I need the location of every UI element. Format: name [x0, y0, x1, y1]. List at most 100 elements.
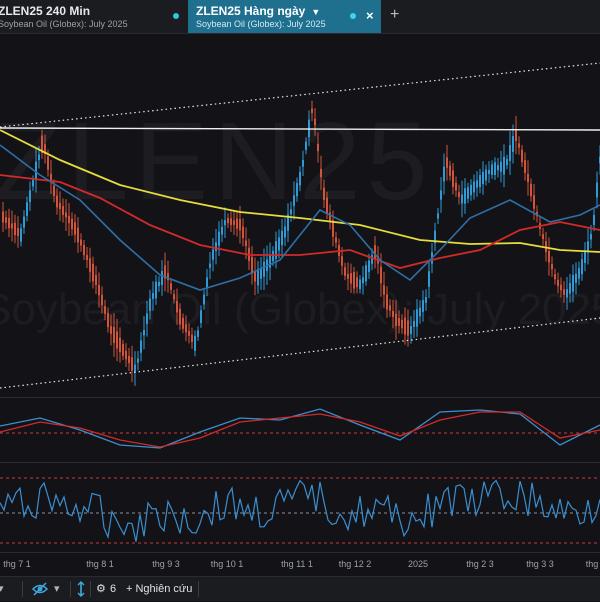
candle-body: [176, 300, 178, 313]
caret-down-icon[interactable]: ▼: [311, 7, 321, 17]
candle-body: [131, 357, 133, 371]
candle-body: [365, 265, 367, 282]
tab-240-min[interactable]: ZLEN25 240 Min Soybean Oil (Globex): Jul…: [0, 0, 170, 33]
vertical-line-icon[interactable]: [76, 581, 86, 597]
candle-body: [401, 319, 403, 329]
chevron-down-icon[interactable]: ▾: [54, 583, 60, 595]
candle-body: [566, 289, 568, 298]
x-axis-label: thg: [585, 559, 599, 569]
candle-body: [242, 226, 244, 239]
tab-title: ZLEN25 Hàng ngày: [196, 4, 306, 18]
panel-divider: [0, 552, 600, 553]
candle-body: [41, 135, 43, 154]
candle-body: [593, 215, 595, 225]
candle-body: [584, 250, 586, 263]
candle-body: [512, 136, 514, 152]
candle-body: [38, 154, 40, 161]
gear-icon[interactable]: ⚙: [96, 583, 106, 595]
x-axis-label: thg 7 1: [3, 559, 31, 569]
tab-daily[interactable]: ZLEN25 Hàng ngày ▼ Soybean Oil (Globex): …: [188, 0, 381, 33]
candle-body: [461, 194, 463, 204]
candle-body: [83, 244, 85, 256]
candle-body: [8, 217, 10, 229]
candle-body: [353, 272, 355, 289]
panel-divider[interactable]: [0, 397, 600, 398]
x-axis-label: thg 10 1: [210, 559, 244, 569]
candle-body: [515, 129, 517, 141]
candle-body: [506, 158, 508, 166]
candle-body: [581, 259, 583, 275]
candle-body: [77, 227, 79, 243]
candle-body: [98, 284, 100, 296]
x-axis-label: thg 12 2: [338, 559, 372, 569]
candle-body: [317, 143, 319, 152]
candle-body: [551, 264, 553, 270]
candle-body: [596, 182, 598, 198]
candle-body: [245, 240, 247, 247]
status-dot-icon: [173, 13, 179, 19]
plus-icon[interactable]: +: [390, 6, 400, 23]
candle-body: [23, 216, 25, 228]
candle-body: [89, 258, 91, 272]
candle-body: [359, 279, 361, 290]
candle-body: [470, 184, 472, 196]
candle-body: [92, 263, 94, 282]
toolbar-divider: [90, 581, 91, 597]
candle-body: [542, 234, 544, 240]
candle-body: [272, 250, 274, 262]
candle-body: [182, 317, 184, 329]
panel-divider[interactable]: [0, 462, 600, 463]
candle-body: [434, 230, 436, 244]
candle-body: [368, 260, 370, 273]
oscillator-panel: [0, 477, 600, 544]
candle-body: [206, 277, 208, 289]
candle-body: [257, 269, 259, 286]
candle-body: [371, 254, 373, 264]
macd-line: [0, 408, 600, 449]
candle-body: [125, 350, 127, 360]
candle-body: [452, 170, 454, 187]
candle-body: [251, 256, 253, 274]
candle-body: [254, 271, 256, 282]
candle-body: [407, 320, 409, 336]
candle-body: [209, 263, 211, 268]
candle-body: [122, 344, 124, 356]
candle-body: [227, 218, 229, 224]
candle-body: [281, 230, 283, 246]
candle-body: [479, 175, 481, 187]
candle-body: [263, 261, 265, 277]
candle-body: [500, 161, 502, 172]
hide-icon[interactable]: [31, 581, 49, 597]
candle-body: [527, 173, 529, 183]
close-icon[interactable]: ×: [366, 8, 374, 23]
candle-body: [458, 192, 460, 198]
candle-body: [80, 239, 82, 246]
candle-body: [128, 355, 130, 364]
chevron-down-icon[interactable]: ▾: [0, 583, 4, 595]
candle-body: [14, 222, 16, 236]
candle-body: [188, 330, 190, 336]
candle-body: [218, 231, 220, 246]
candle-body: [284, 226, 286, 238]
candle-body: [350, 273, 352, 284]
candle-body: [152, 293, 154, 299]
candle-body: [86, 255, 88, 260]
candle-body: [116, 331, 118, 349]
candle-body: [485, 169, 487, 181]
layers-count[interactable]: 6: [110, 583, 117, 595]
candle-body: [590, 233, 592, 240]
candle-body: [203, 294, 205, 305]
candle-body: [503, 156, 505, 175]
price-chart[interactable]: [0, 34, 600, 574]
candle-body: [587, 241, 589, 252]
candle-body: [410, 326, 412, 334]
candle-body: [212, 249, 214, 260]
research-button[interactable]: + Nghiên cứu: [126, 583, 193, 595]
candle-body: [440, 190, 442, 200]
candle-body: [335, 237, 337, 243]
candle-body: [443, 166, 445, 182]
candle-body: [578, 268, 580, 279]
tab-title: ZLEN25 240 Min: [0, 4, 91, 18]
candle-body: [572, 275, 574, 292]
candle-body: [530, 183, 532, 197]
